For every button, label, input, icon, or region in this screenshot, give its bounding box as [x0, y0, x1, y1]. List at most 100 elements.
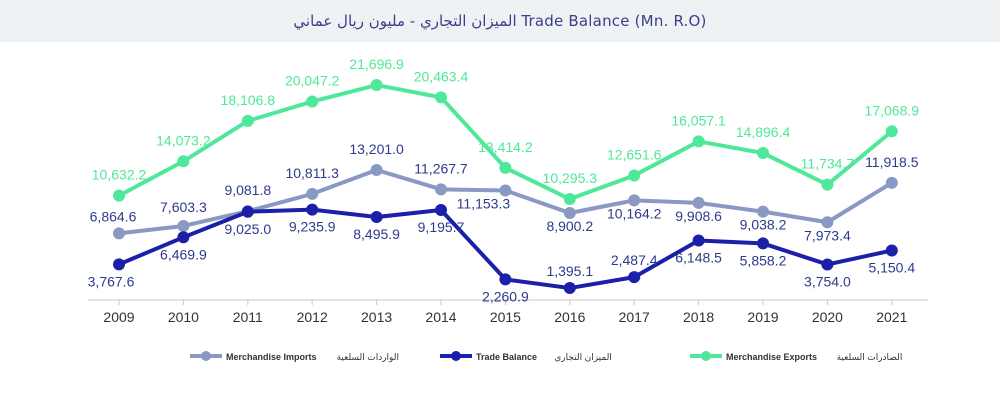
exports-data-point: [563, 193, 576, 206]
exports-data-label: 10,632.2: [92, 167, 147, 183]
imports-data-point: [628, 194, 641, 207]
balance-data-label: 3,767.6: [88, 273, 135, 289]
imports-data-point: [885, 176, 898, 189]
balance-data-point: [306, 203, 319, 216]
legend-label-imports-en: Merchandise Imports: [226, 352, 317, 362]
balance-data-label: 9,235.9: [289, 219, 336, 235]
imports-data-label: 11,267.7: [414, 160, 468, 176]
exports-data-label: 13,414.2: [478, 139, 533, 155]
imports-data-label: 7,973.4: [804, 227, 851, 243]
imports-data-label: 9,908.6: [675, 208, 722, 224]
legend-label-exports-ar: الصادرات السلعية: [837, 352, 903, 362]
exports-data-label: 18,106.8: [221, 92, 276, 108]
exports-data-label: 14,896.4: [736, 124, 791, 140]
exports-data-point: [241, 114, 254, 127]
balance-data-label: 1,395.1: [546, 263, 593, 279]
balance-data-point: [563, 282, 576, 295]
x-tick-label: 2013: [361, 309, 392, 325]
balance-data-label: 5,858.2: [740, 252, 787, 268]
imports-data-label: 11,153.3: [457, 195, 511, 211]
balance-data-point: [177, 231, 190, 244]
legend-marker-exports: [701, 351, 711, 361]
x-tick-label: 2021: [876, 309, 907, 325]
exports-data-point: [628, 169, 641, 182]
imports-data-label: 9,038.2: [740, 217, 787, 233]
legend-label-balance-en: Trade Balance: [476, 352, 537, 362]
x-tick-label: 2010: [168, 309, 199, 325]
exports-data-point: [499, 161, 512, 174]
imports-data-point: [435, 183, 447, 196]
x-tick-label: 2020: [812, 309, 843, 325]
x-tick-label: 2017: [619, 309, 650, 325]
balance-data-point: [370, 211, 383, 224]
imports-data-point: [177, 219, 190, 232]
x-tick-label: 2011: [233, 309, 263, 325]
balance-data-label: 5,150.4: [868, 259, 915, 275]
balance-data-label: 6,148.5: [675, 250, 722, 266]
balance-data-label: 2,260.9: [482, 288, 529, 304]
legend-label-exports-en: Merchandise Exports: [726, 352, 817, 362]
imports-data-label: 10,811.3: [285, 165, 339, 181]
imports-data-point: [821, 216, 834, 229]
balance-data-point: [692, 234, 705, 247]
balance-data-point: [499, 273, 512, 286]
x-tick-label: 2015: [490, 309, 521, 325]
x-tick-label: 2009: [103, 309, 134, 325]
balance-data-point: [113, 258, 125, 271]
imports-data-point: [757, 205, 769, 218]
balance-data-label: 3,754.0: [804, 273, 851, 289]
balance-data-label: 6,469.9: [160, 246, 207, 262]
exports-data-label: 20,463.4: [414, 68, 469, 84]
exports-data-point: [177, 155, 190, 168]
balance-data-point: [628, 271, 641, 284]
imports-data-label: 6,864.6: [90, 208, 137, 224]
imports-data-label: 8,900.2: [546, 218, 593, 234]
balance-data-point: [821, 258, 834, 271]
exports-data-label: 16,057.1: [671, 112, 726, 128]
imports-data-label: 11,918.5: [865, 154, 919, 170]
x-tick-label: 2018: [683, 309, 714, 325]
imports-data-label: 13,201.0: [349, 141, 404, 157]
exports-data-label: 20,047.2: [285, 73, 340, 89]
imports-data-point: [370, 163, 383, 176]
chart-title: الميزان التجاري - مليون ريال عماني Trade…: [293, 12, 707, 30]
imports-data-point: [306, 187, 319, 200]
x-tick-label: 2014: [425, 309, 456, 325]
exports-data-point: [370, 79, 383, 92]
legend-label-balance-ar: الميزان التجاري: [554, 352, 612, 362]
exports-data-point: [821, 178, 834, 191]
x-tick-label: 2019: [747, 309, 778, 325]
balance-data-label: 9,195.7: [418, 219, 465, 235]
balance-data-label: 9,025.0: [224, 221, 271, 237]
exports-data-point: [435, 91, 447, 104]
chart-header: الميزان التجاري - مليون ريال عماني Trade…: [0, 0, 1000, 42]
exports-data-label: 11,734.7: [801, 156, 855, 172]
balance-data-point: [241, 205, 254, 218]
exports-data-point: [885, 125, 898, 138]
balance-data-label: 2,487.4: [611, 252, 658, 268]
legend-marker-imports: [201, 351, 211, 361]
exports-data-label: 12,651.6: [607, 146, 662, 162]
imports-data-point: [692, 196, 705, 209]
exports-data-label: 14,073.2: [156, 132, 211, 148]
legend-label-imports-ar: الواردات السلعية: [337, 352, 399, 362]
exports-data-point: [757, 147, 769, 160]
imports-data-label: 9,081.8: [224, 182, 271, 198]
imports-data-label: 10,164.2: [607, 205, 662, 221]
exports-data-point: [306, 95, 319, 108]
balance-data-point: [885, 244, 898, 257]
balance-data-label: 8,495.9: [353, 226, 400, 242]
trade-balance-line-chart: 2009 2010 2011 2012 2013 2014 2015 2016 2017 2018…: [88, 56, 928, 362]
x-tick-label: 2016: [554, 309, 585, 325]
exports-data-label: 10,295.3: [543, 170, 598, 186]
balance-data-point: [435, 204, 447, 217]
imports-data-point: [113, 227, 125, 240]
legend-marker-balance: [451, 351, 461, 361]
exports-data-point: [113, 189, 125, 202]
imports-data-point: [563, 206, 576, 219]
imports-data-point: [499, 184, 512, 197]
imports-data-label: 7,603.3: [160, 199, 207, 215]
balance-data-point: [757, 237, 769, 250]
exports-data-point: [692, 135, 705, 148]
exports-data-label: 17,068.9: [865, 102, 920, 118]
